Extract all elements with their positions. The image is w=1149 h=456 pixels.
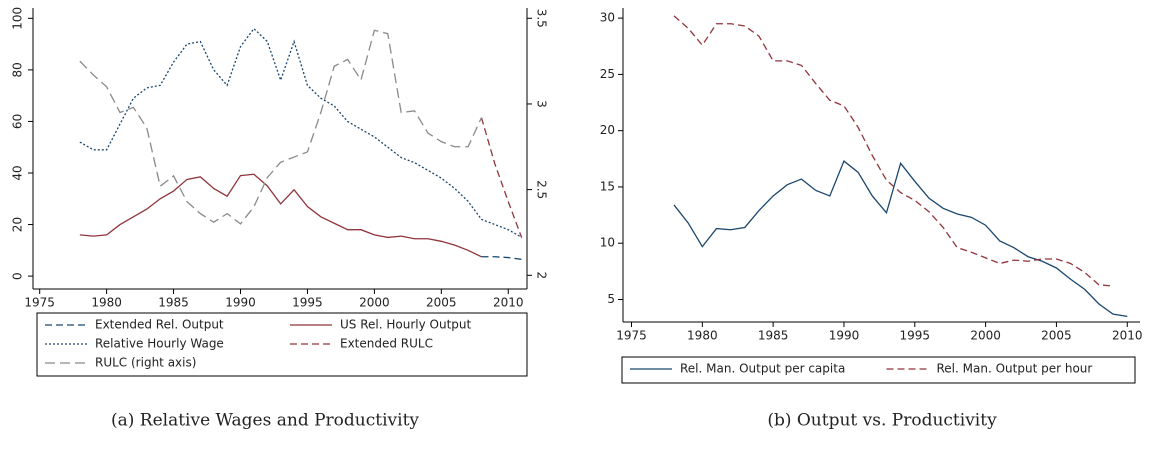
y-tick-label: 5	[607, 292, 615, 306]
legend-label: Extended Rel. Output	[95, 318, 224, 332]
legend-box	[36, 312, 528, 377]
y-tick-label: 0	[11, 272, 25, 280]
x-tick-label: 1980	[91, 296, 122, 310]
y-tick-label: 20	[600, 123, 615, 137]
x-tick-label: 2010	[1112, 329, 1143, 343]
series-line	[481, 256, 522, 260]
y-tick-label: 15	[600, 179, 615, 193]
legend-label: Relative Hourly Wage	[95, 337, 224, 351]
y-tick-label: 80	[11, 62, 25, 77]
x-tick-label: 2010	[493, 296, 524, 310]
series-line	[673, 15, 1114, 287]
x-tick-label: 1975	[24, 296, 55, 310]
y2-tick-label: 3	[535, 100, 549, 108]
x-tick-label: 2000	[970, 329, 1001, 343]
y-tick-label: 20	[11, 217, 25, 232]
legend-label: Rel. Man. Output per capita	[680, 362, 845, 376]
x-tick-label: 2005	[1041, 329, 1072, 343]
legend-label: Rel. Man. Output per hour	[937, 362, 1093, 376]
legend-label: RULC (right axis)	[95, 356, 196, 370]
y-tick-label: 60	[11, 114, 25, 129]
series-line	[79, 27, 522, 239]
y-tick-label: 100	[11, 7, 25, 30]
series-line	[79, 173, 482, 258]
y-tick-label: 40	[11, 165, 25, 180]
y-tick-label: 30	[600, 11, 615, 25]
caption: (a) Relative Wages and Productivity	[111, 411, 419, 431]
x-tick-label: 1980	[687, 329, 718, 343]
caption: (b) Output vs. Productivity	[767, 411, 997, 431]
y-tick-label: 10	[600, 236, 615, 250]
legend-box	[621, 356, 1136, 384]
series-line	[673, 160, 1128, 318]
y2-tick-label: 2.5	[535, 180, 549, 199]
series-line	[480, 117, 523, 238]
x-tick-label: 2005	[426, 296, 457, 310]
x-tick-label: 2000	[359, 296, 390, 310]
y-tick-label: 25	[600, 67, 615, 81]
x-tick-label: 1985	[158, 296, 189, 310]
legend-label: US Rel. Hourly Output	[340, 318, 471, 332]
series-line	[79, 29, 483, 225]
x-tick-label: 1995	[900, 329, 931, 343]
y2-tick-label: 2	[535, 271, 549, 279]
x-tick-label: 1990	[225, 296, 256, 310]
x-tick-label: 1985	[758, 329, 789, 343]
x-tick-label: 1995	[292, 296, 323, 310]
x-tick-label: 1990	[829, 329, 860, 343]
legend-label: Extended RULC	[340, 337, 433, 351]
x-tick-label: 1975	[616, 329, 647, 343]
y2-tick-label: 3.5	[535, 9, 549, 28]
